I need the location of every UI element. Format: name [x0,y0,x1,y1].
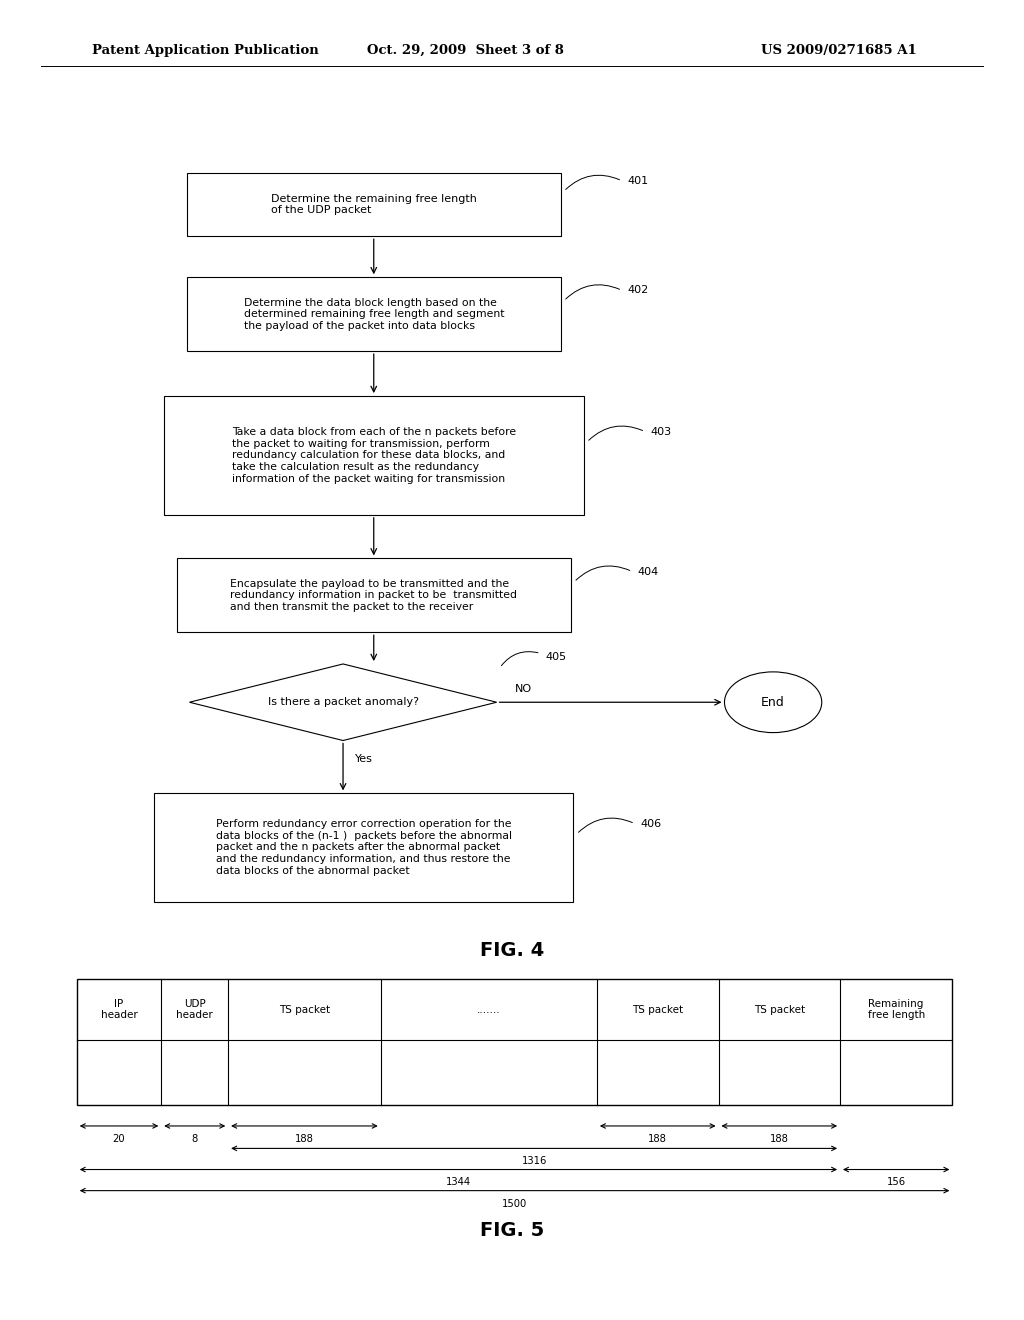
Text: UDP
header: UDP header [176,999,213,1020]
Text: Take a data block from each of the n packets before
the packet to waiting for tr: Take a data block from each of the n pac… [231,428,516,483]
Text: Perform redundancy error correction operation for the
data blocks of the (n-1 ) : Perform redundancy error correction oper… [215,820,512,875]
FancyBboxPatch shape [186,173,561,236]
Text: 1500: 1500 [502,1199,527,1209]
Polygon shape [189,664,497,741]
Ellipse shape [725,672,821,733]
FancyBboxPatch shape [164,396,584,515]
Text: 20: 20 [113,1134,125,1144]
Text: 403: 403 [650,426,672,437]
Text: TS packet: TS packet [754,1005,805,1015]
Text: 406: 406 [640,818,662,829]
FancyBboxPatch shape [77,979,952,1105]
Text: 401: 401 [627,176,648,186]
Text: Patent Application Publication: Patent Application Publication [92,44,318,57]
Text: 8: 8 [191,1134,198,1144]
FancyBboxPatch shape [154,793,573,902]
Text: Encapsulate the payload to be transmitted and the
redundancy information in pack: Encapsulate the payload to be transmitte… [230,578,517,612]
Text: Oct. 29, 2009  Sheet 3 of 8: Oct. 29, 2009 Sheet 3 of 8 [368,44,564,57]
FancyBboxPatch shape [186,277,561,351]
Text: 1316: 1316 [521,1156,547,1167]
Text: NO: NO [515,684,532,694]
Text: TS packet: TS packet [632,1005,683,1015]
Text: FIG. 4: FIG. 4 [480,941,544,960]
Text: Determine the remaining free length
of the UDP packet: Determine the remaining free length of t… [270,194,477,215]
Text: Determine the data block length based on the
determined remaining free length an: Determine the data block length based on… [244,297,504,331]
Text: IP
header: IP header [100,999,137,1020]
Text: Yes: Yes [355,754,373,764]
FancyBboxPatch shape [176,558,571,632]
Text: US 2009/0271685 A1: US 2009/0271685 A1 [761,44,916,57]
Text: End: End [761,696,785,709]
Text: TS packet: TS packet [279,1005,330,1015]
Text: Is there a packet anomaly?: Is there a packet anomaly? [267,697,419,708]
Text: .......: ....... [477,1005,501,1015]
Text: 1344: 1344 [445,1177,471,1188]
Text: 404: 404 [637,566,658,577]
Text: 188: 188 [295,1134,314,1144]
Text: 188: 188 [648,1134,668,1144]
Text: 188: 188 [770,1134,788,1144]
Text: FIG. 5: FIG. 5 [480,1221,544,1239]
Text: Remaining
free length: Remaining free length [867,999,925,1020]
Text: 156: 156 [887,1177,906,1188]
Text: 402: 402 [627,285,648,296]
Text: 405: 405 [546,652,567,663]
